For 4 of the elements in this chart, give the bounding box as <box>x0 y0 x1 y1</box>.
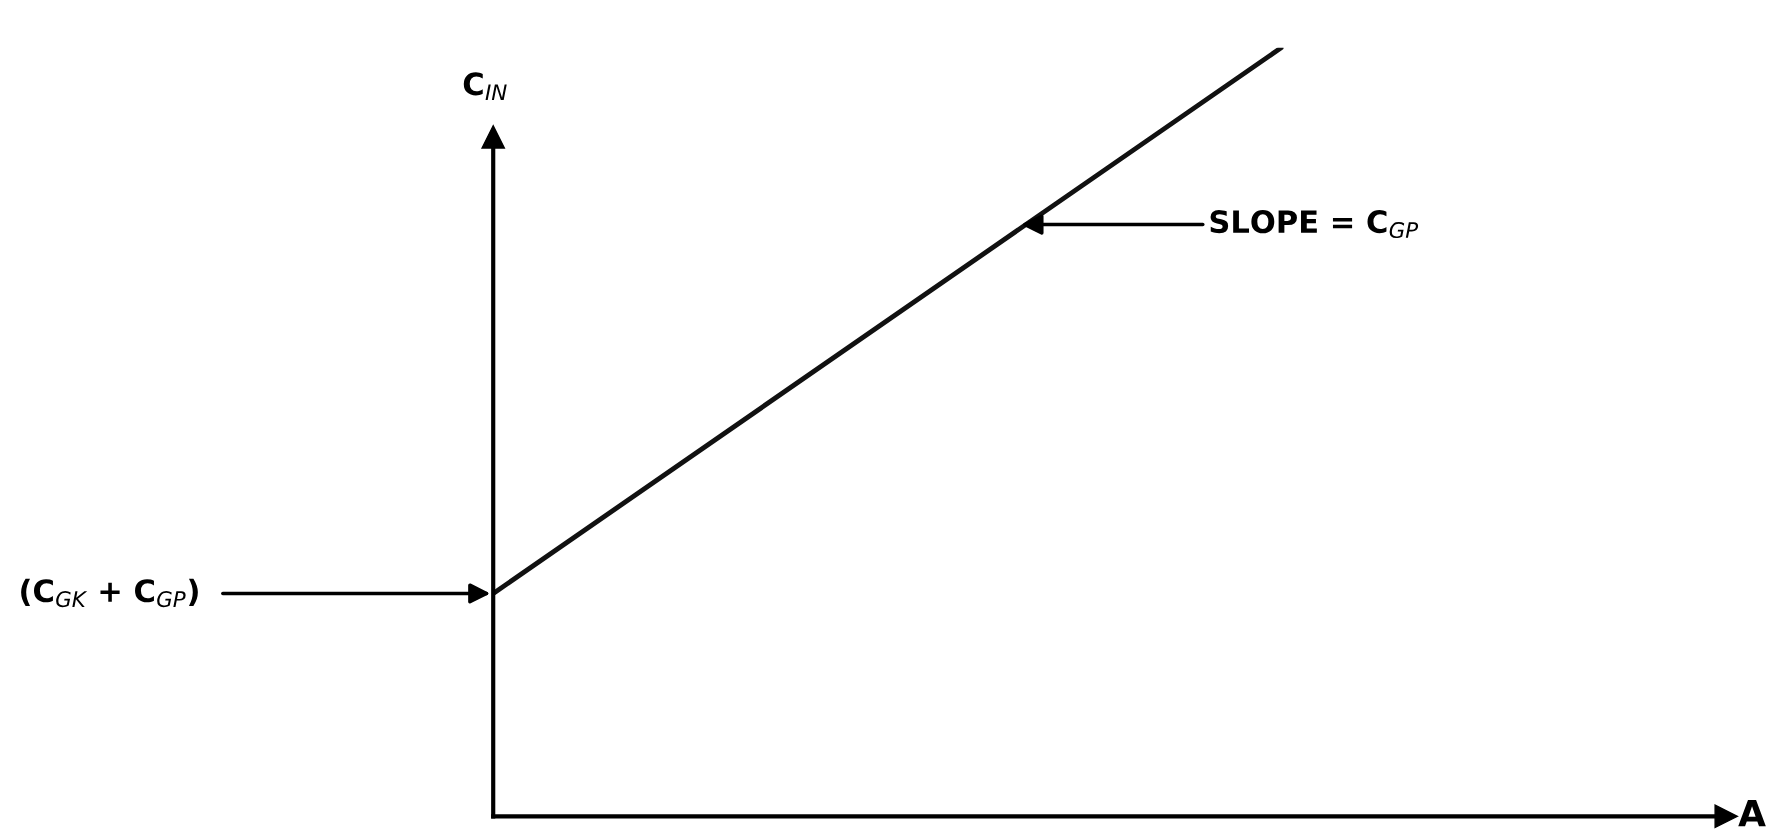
x-axis-title: A <box>1738 799 1766 827</box>
annotation: SLOPE = C$_{GP}$ <box>1210 210 1419 239</box>
y-axis-title: C$_{IN}$ <box>463 72 507 101</box>
text: (C$_{GK}$ + C$_{GP}$) <box>21 578 198 608</box>
